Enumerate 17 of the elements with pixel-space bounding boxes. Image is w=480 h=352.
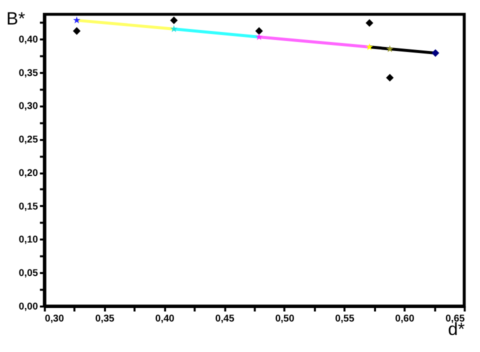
- y-tick-label: 0,25: [18, 134, 38, 146]
- y-tick-label: 0,40: [18, 34, 38, 46]
- y-tick-label: 0,20: [18, 168, 38, 179]
- x-tick-label: 0,30: [44, 313, 65, 324]
- x-tick-label: 0,60: [395, 313, 415, 324]
- y-axis-title: B*: [6, 8, 26, 29]
- y-tick-label: 0,00: [18, 302, 38, 313]
- x-tick-label: 0,50: [275, 313, 295, 324]
- y-tick-label: 0,35: [18, 68, 38, 79]
- y-tick-label: 0,30: [18, 101, 38, 112]
- y-tick-label: 0,15: [18, 201, 38, 212]
- x-tick-label: 0,45: [215, 313, 235, 324]
- x-tick-label: 0,35: [95, 313, 115, 324]
- x-tick-label: 0,55: [335, 313, 355, 324]
- y-tick-label: 0,05: [18, 268, 38, 280]
- x-tick-label: 0,40: [155, 313, 175, 324]
- y-tick-label: 0,10: [18, 234, 38, 246]
